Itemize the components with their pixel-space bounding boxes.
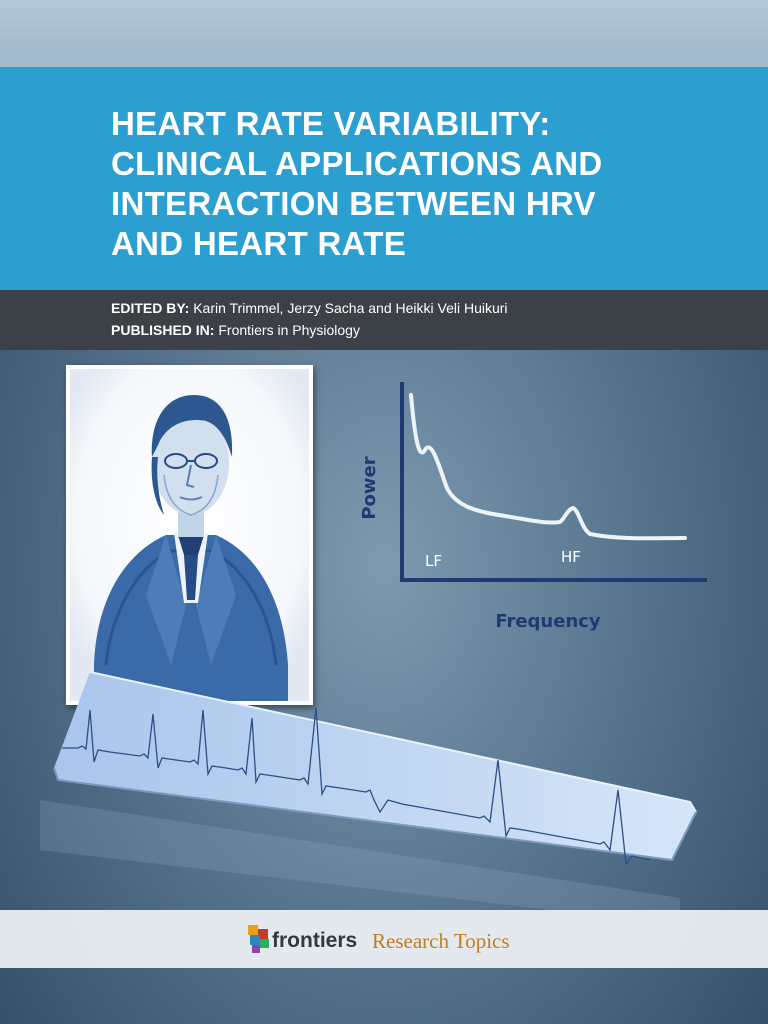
- top-strip: [0, 0, 768, 67]
- research-topics-label: Research Topics: [372, 929, 510, 953]
- ecg-strip: [40, 671, 697, 925]
- ecg-trace: [62, 707, 651, 866]
- credit-band: EDITED BY: Karin Trimmel, Jerzy Sacha an…: [0, 290, 768, 350]
- editors: Karin Trimmel, Jerzy Sacha and Heikki Ve…: [193, 300, 508, 316]
- footer-bar: [0, 910, 768, 968]
- frontiers-brand: frontiers: [272, 929, 358, 952]
- book-title: HEART RATE VARIABILITY: CLINICAL APPLICA…: [111, 105, 603, 262]
- edited-by-label: EDITED BY: [111, 300, 185, 316]
- lf-label: LF: [425, 552, 442, 570]
- frontiers-logo-icon: [248, 925, 269, 953]
- portrait-image: [70, 369, 309, 701]
- published-in-label: PUBLISHED IN: [111, 322, 210, 338]
- hf-label: HF: [561, 548, 581, 566]
- edited-by-line: EDITED BY: Karin Trimmel, Jerzy Sacha an…: [111, 300, 508, 316]
- published-in-line: PUBLISHED IN: Frontiers in Physiology: [111, 322, 360, 338]
- x-axis-label: Frequency: [495, 611, 601, 632]
- spectrum-curve: [409, 393, 687, 541]
- ecg-strip-body: [54, 672, 696, 860]
- y-axis-label: Power: [359, 456, 380, 519]
- power-spectrum-figure: Power Frequency LF HF: [359, 382, 707, 632]
- journal-name: Frontiers in Physiology: [218, 322, 360, 338]
- title-band: [0, 67, 768, 290]
- portrait-frame: [66, 365, 313, 705]
